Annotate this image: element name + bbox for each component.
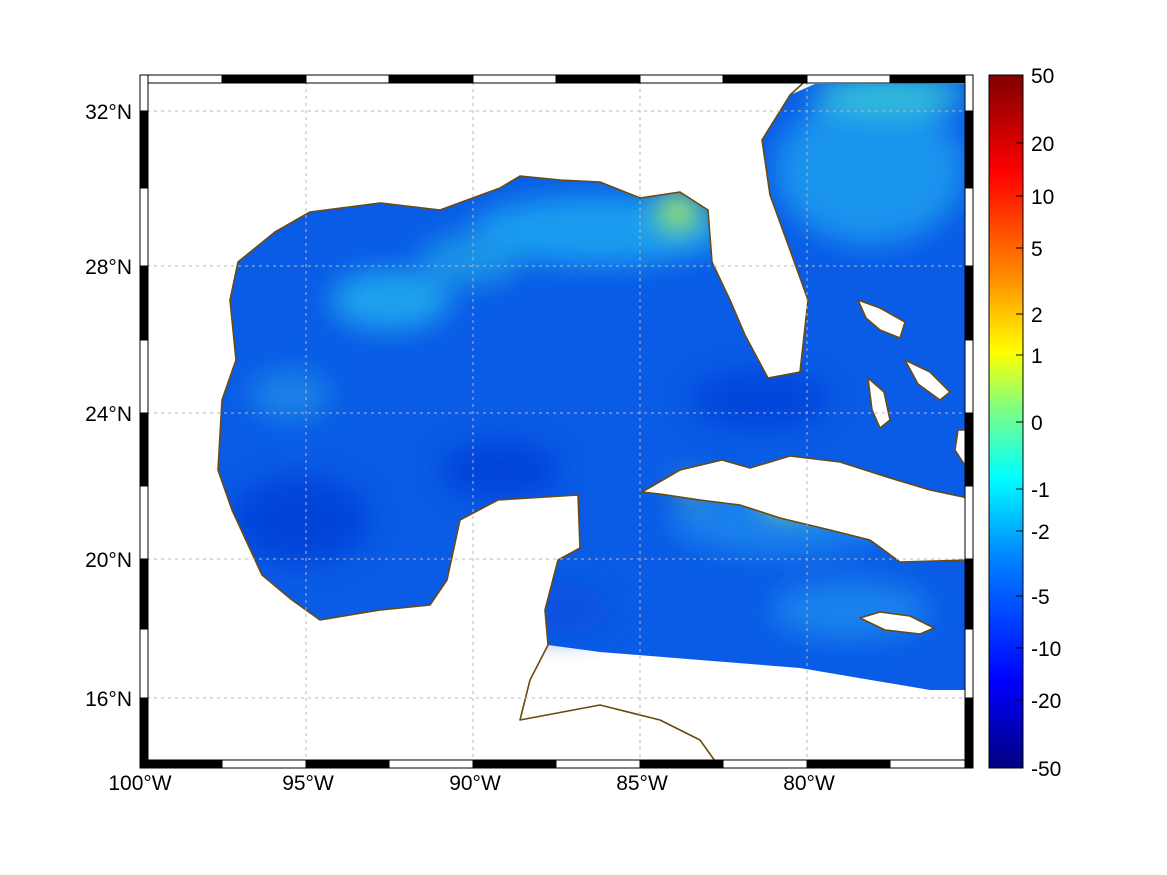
colorbar-tick-label: -1: [1031, 479, 1050, 502]
map-frame: [139, 74, 974, 769]
lon-label: 80°W: [783, 772, 835, 795]
colorbar-tick-label: -5: [1031, 586, 1050, 609]
colorbar-tick-label: 10: [1031, 186, 1054, 209]
gridlines: [140, 75, 973, 768]
lon-label: 95°W: [282, 772, 334, 795]
colorbar: 50 20 10 5 2 1 0 -1 -2 -5 -10 -20 -50: [988, 65, 1061, 781]
colorbar-tick-label: 5: [1031, 238, 1043, 261]
ocean-field: [218, 75, 965, 690]
colorbar-tick-label: 1: [1031, 345, 1043, 368]
lat-label: 16°N: [85, 688, 132, 711]
lon-label: 85°W: [616, 772, 668, 795]
lon-label: 100°W: [108, 772, 171, 795]
lon-label: 90°W: [449, 772, 501, 795]
plot-area: [140, 75, 973, 768]
colorbar-tick-label: 20: [1031, 133, 1054, 156]
colorbar-tick-label: -20: [1031, 690, 1061, 713]
colorbar-tick-label: -50: [1031, 758, 1061, 781]
longitude-labels: 100°W 95°W 90°W 85°W 80°W: [108, 772, 835, 795]
colorbar-tick-label: -10: [1031, 638, 1061, 661]
lat-label: 24°N: [85, 403, 132, 426]
lat-label: 28°N: [85, 256, 132, 279]
colorbar-tick-label: 50: [1031, 65, 1054, 88]
colorbar-tick-label: -2: [1031, 521, 1050, 544]
colorbar-tick-label: 2: [1031, 304, 1043, 327]
lat-label: 32°N: [85, 101, 132, 124]
colorbar-tick-label: 0: [1031, 412, 1043, 435]
latitude-labels: 32°N 28°N 24°N 20°N 16°N: [85, 101, 132, 711]
lat-label: 20°N: [85, 549, 132, 572]
land-areas: [140, 75, 969, 768]
